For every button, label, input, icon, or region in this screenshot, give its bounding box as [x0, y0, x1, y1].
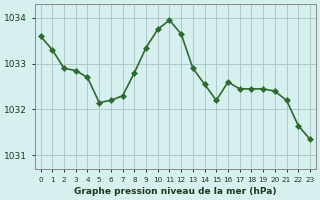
- X-axis label: Graphe pression niveau de la mer (hPa): Graphe pression niveau de la mer (hPa): [74, 187, 276, 196]
